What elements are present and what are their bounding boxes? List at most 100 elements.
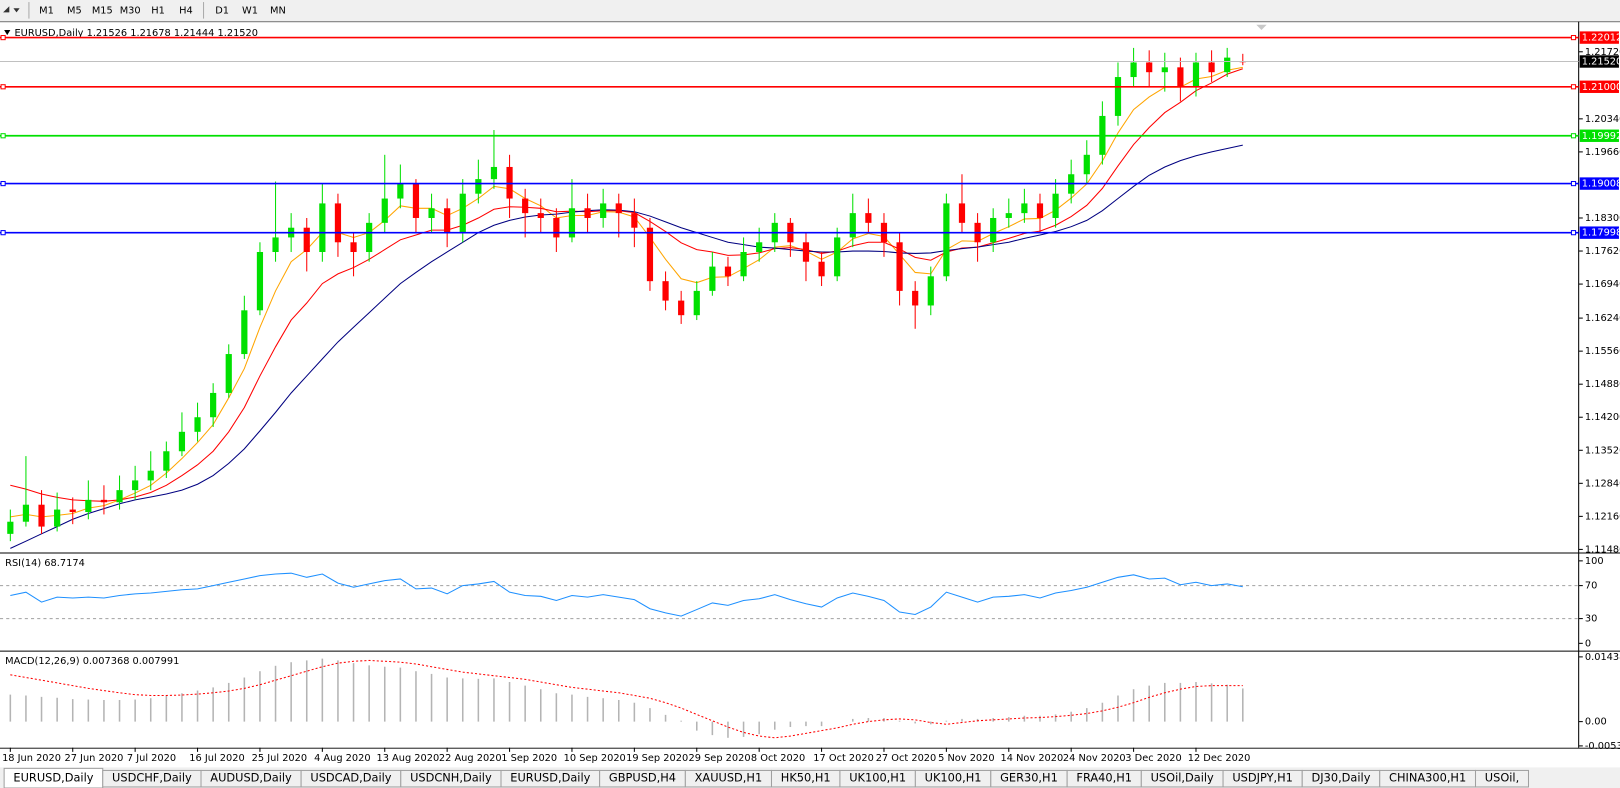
tab[interactable]: USDCHF,Daily [102, 769, 202, 788]
tab[interactable]: HK50,H1 [770, 769, 841, 788]
timeframe-button[interactable]: H4 [179, 5, 193, 16]
candle-body [724, 266, 732, 277]
y-tick-label: 1.11480 [1585, 544, 1620, 555]
level-handle [1570, 133, 1577, 139]
moving-average [10, 144, 1243, 549]
tab-label[interactable]: GER30,H1 [1000, 771, 1058, 785]
tab-label[interactable]: EURUSD,Daily [510, 771, 590, 785]
timeframe-button[interactable]: M15 [92, 5, 113, 16]
x-tick-label: 7 Jul 2020 [127, 753, 176, 764]
tab-label[interactable]: UK100,H1 [925, 771, 982, 785]
y-tick-label: 1.19660 [1585, 147, 1620, 158]
candle-body [849, 213, 856, 238]
candle-body [54, 509, 61, 527]
y-tick-label: 1.15560 [1585, 346, 1620, 357]
tab[interactable]: UK100,H1 [839, 769, 916, 788]
tab-label[interactable]: DJ30,Daily [1312, 771, 1371, 785]
level-box [1579, 226, 1619, 239]
candle-body [69, 509, 76, 512]
candle-body [1146, 62, 1153, 73]
tab-label[interactable]: FRA40,H1 [1076, 771, 1132, 785]
tab-label[interactable]: USDCHF,Daily [112, 771, 192, 785]
toolbar-icon [13, 8, 20, 13]
candle-body [225, 354, 232, 393]
candle-body [303, 227, 310, 253]
x-tick-label: 29 Sep 2020 [689, 753, 751, 764]
y-tick-label: 1.20340 [1585, 114, 1620, 125]
level-handle [1570, 180, 1577, 187]
tab-label[interactable]: HK50,H1 [781, 771, 831, 785]
tab[interactable]: USDJPY,H1 [1222, 769, 1303, 788]
toolbar [0, 0, 1620, 21]
tab-label[interactable]: USDCNH,Daily [410, 771, 492, 785]
candle-body [178, 431, 186, 452]
tab[interactable]: EURUSD,Daily [500, 769, 601, 788]
tab-label[interactable]: AUDUSD,Daily [210, 771, 292, 785]
level-handle [0, 180, 6, 187]
tab[interactable]: USDCNH,Daily [400, 769, 502, 788]
candle-body [584, 208, 591, 218]
candle-body [459, 193, 466, 233]
y-tick-label: 1.21720 [1585, 47, 1620, 58]
timeframe-button[interactable]: H1 [151, 5, 165, 16]
moving-average [10, 68, 1243, 502]
timeframe-button[interactable]: D1 [215, 5, 229, 16]
tab-label[interactable]: GBPUSD,H4 [609, 771, 676, 785]
indicator-line [10, 572, 1243, 617]
candle-body [256, 252, 264, 311]
level-label: 1.19008 [1582, 179, 1620, 190]
tab[interactable]: DJ30,Daily [1301, 769, 1381, 788]
timeframe-button[interactable]: M5 [67, 5, 82, 16]
x-tick-label: 27 Jun 2020 [64, 753, 123, 764]
candle-body [163, 451, 170, 471]
tab[interactable]: GBPUSD,H4 [599, 769, 686, 788]
tab-label[interactable]: UK100,H1 [849, 771, 906, 785]
tab[interactable]: UK100,H1 [914, 769, 992, 788]
x-tick-label: 17 Oct 2020 [813, 753, 874, 764]
tab-label[interactable]: XAUUSD,H1 [695, 771, 763, 785]
tab-label[interactable]: CHINA300,H1 [1389, 771, 1466, 785]
indicator-title: RSI(14) 68.7174 [5, 558, 85, 569]
candle-body [397, 183, 404, 199]
tab-label[interactable]: USOil, [1485, 771, 1519, 785]
candle-body [1161, 67, 1168, 73]
x-tick-label: 13 Aug 2020 [376, 753, 439, 764]
tab[interactable]: USDCAD,Daily [300, 769, 402, 788]
x-tick-label: 19 Sep 2020 [626, 753, 688, 764]
x-tick-label: 5 Nov 2020 [938, 753, 995, 764]
tab[interactable]: USOil, [1474, 769, 1530, 788]
level-handle [0, 84, 6, 90]
candle-body [1005, 213, 1012, 218]
y-tick-label: 1.18300 [1585, 213, 1620, 224]
tab[interactable]: USOil,Daily [1140, 769, 1224, 788]
timeframe-button[interactable]: M30 [120, 5, 141, 16]
tab-label[interactable]: EURUSD,Daily [13, 771, 93, 785]
tab-label[interactable]: USOil,Daily [1151, 771, 1214, 785]
tab[interactable]: FRA40,H1 [1066, 769, 1142, 788]
level-box [1579, 177, 1619, 190]
y-tick-label: 0 [1585, 638, 1591, 649]
tab[interactable]: XAUUSD,H1 [684, 769, 773, 788]
tab[interactable]: GER30,H1 [990, 769, 1068, 788]
tab[interactable]: AUDUSD,Daily [200, 769, 302, 788]
candle-body [553, 217, 560, 238]
timeframe-button[interactable]: MN [270, 5, 286, 16]
y-tick-label: 0.014384 [1585, 652, 1620, 663]
tab[interactable]: EURUSD,Daily [3, 767, 104, 788]
candle-body [22, 504, 30, 522]
timeframe-button[interactable]: M1 [39, 5, 54, 16]
price-axis [1578, 21, 1620, 748]
tab-label[interactable]: USDCAD,Daily [310, 771, 391, 785]
candle-body [38, 504, 45, 527]
candle-body [693, 290, 700, 316]
tab-label[interactable]: USDJPY,H1 [1232, 771, 1293, 785]
moving-average [10, 66, 1243, 518]
tab[interactable]: CHINA300,H1 [1379, 769, 1477, 788]
candle-body [662, 281, 669, 301]
candle-body [241, 310, 248, 355]
candle-body [1052, 193, 1059, 218]
tab-background[interactable] [1474, 769, 1530, 788]
timeframe-button[interactable]: W1 [242, 5, 258, 16]
